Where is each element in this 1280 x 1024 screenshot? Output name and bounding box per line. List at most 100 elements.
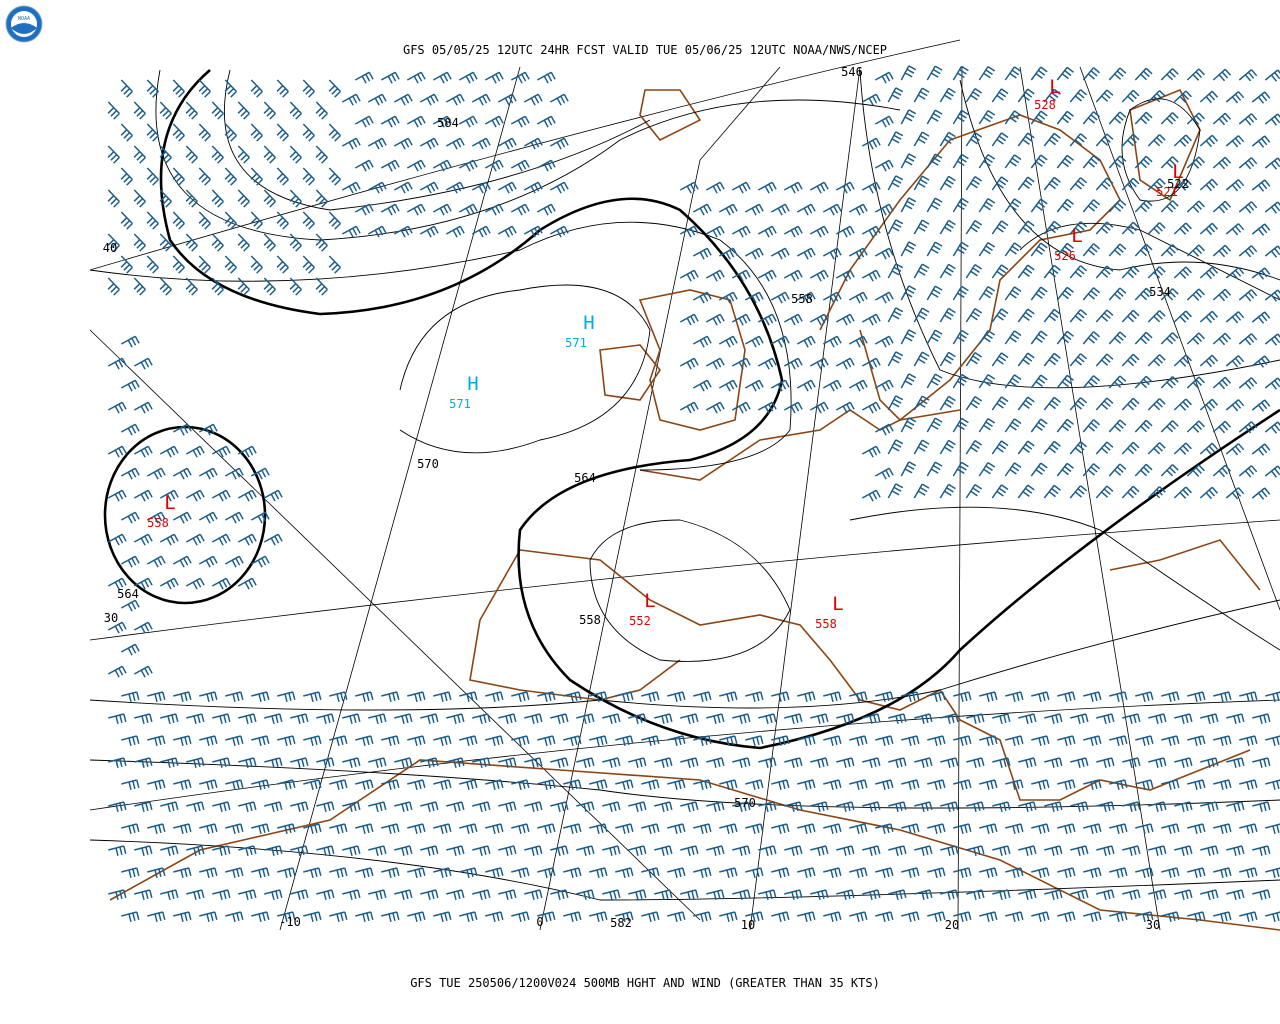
wind-barb: [783, 401, 803, 414]
wind-barb: [1004, 286, 1022, 301]
wind-barb: [1134, 243, 1153, 257]
wind-barb: [1251, 267, 1271, 280]
wind-barb: [1043, 132, 1061, 147]
wind-barb: [693, 779, 712, 790]
wind-barb: [913, 395, 930, 411]
wind-barb: [1264, 113, 1280, 126]
wind-barb: [212, 889, 231, 900]
wind-barb: [887, 439, 904, 455]
wind-barb: [888, 801, 907, 812]
wind-barb: [615, 911, 634, 922]
wind-barb: [1199, 266, 1219, 280]
wind-barb: [1095, 441, 1114, 455]
wind-barb: [992, 713, 1011, 724]
wind-barb: [823, 779, 842, 790]
wind-barb: [1056, 242, 1074, 257]
wind-barb: [822, 247, 842, 260]
wind-barb: [926, 65, 943, 81]
wind-barb: [120, 599, 140, 612]
wind-barb: [1199, 486, 1219, 500]
wind-barb: [1095, 133, 1114, 147]
meridian: [1019, 66, 1161, 931]
wind-barb: [979, 735, 998, 746]
wind-barb: [1147, 354, 1166, 367]
wind-barb: [952, 285, 969, 301]
wind-barb: [341, 137, 361, 150]
wind-barb: [615, 779, 634, 790]
wind-barb: [1199, 178, 1219, 192]
wind-barb: [992, 757, 1011, 768]
wind-barb: [1160, 376, 1179, 389]
wind-barb: [952, 417, 969, 433]
wind-barb: [446, 757, 465, 768]
wind-barb: [146, 555, 166, 568]
wind-barb: [159, 277, 172, 296]
wind-barb: [991, 264, 1009, 279]
wind-barb: [900, 461, 917, 477]
wind-barb: [1018, 889, 1037, 900]
wind-barb: [185, 101, 198, 120]
wind-barb: [459, 691, 478, 702]
wind-barb: [1186, 288, 1205, 301]
wind-barb: [160, 713, 179, 724]
coast-south-europe: [519, 549, 1251, 801]
map-caption: GFS TUE 250506/1200V024 500MB HGHT AND W…: [410, 976, 880, 990]
wind-barb: [432, 115, 452, 128]
wind-barb: [1005, 691, 1024, 702]
wind-barb: [680, 801, 699, 812]
wind-barb: [953, 823, 972, 834]
wind-barb: [1200, 757, 1219, 768]
wind-barb: [900, 197, 917, 213]
wind-barb: [849, 779, 868, 790]
wind-barb: [1161, 911, 1180, 922]
graticule-label: 40: [103, 241, 117, 255]
wind-barb: [511, 779, 530, 790]
wind-barb: [757, 225, 777, 238]
wind-barb: [1239, 823, 1258, 834]
wind-barb: [212, 845, 231, 856]
wind-barb: [250, 79, 263, 98]
wind-barb: [211, 445, 231, 458]
wind-barb: [536, 71, 556, 84]
wind-barb: [120, 423, 140, 436]
wind-barb: [433, 691, 452, 702]
contour-label: 558: [579, 613, 601, 627]
wind-barb: [1134, 155, 1153, 169]
wind-barb: [965, 307, 983, 323]
wind-barb: [289, 277, 302, 296]
wind-barb: [276, 211, 289, 230]
wind-barb: [186, 713, 205, 724]
wind-barb: [121, 735, 140, 746]
wind-barb: [861, 401, 881, 414]
wind-barb: [446, 889, 465, 900]
wind-barb: [224, 123, 237, 142]
wind-barb: [719, 867, 738, 878]
wind-barb: [939, 439, 956, 455]
wind-barb: [381, 735, 400, 746]
wind-barb: [914, 713, 933, 724]
wind-barb: [1226, 801, 1245, 812]
wind-barb: [939, 483, 956, 499]
wind-barb: [1225, 443, 1245, 456]
wind-barb: [523, 93, 543, 106]
wind-barb: [264, 713, 283, 724]
wind-barb: [420, 845, 439, 856]
wind-barb: [1160, 156, 1179, 169]
wind-barb: [147, 691, 166, 702]
contour-label: 558: [791, 292, 813, 306]
wind-barb: [1148, 713, 1167, 724]
wind-barb: [797, 911, 816, 922]
wind-barb: [1147, 178, 1166, 191]
wind-barb: [1134, 67, 1153, 81]
wind-barb: [1121, 485, 1140, 499]
wind-barb: [433, 867, 452, 878]
wind-barb: [927, 779, 946, 790]
wind-barb: [290, 801, 309, 812]
wind-barb: [173, 779, 192, 790]
wind-barb: [719, 735, 738, 746]
center-value: 521: [1156, 185, 1178, 199]
wind-barb: [706, 757, 725, 768]
wind-barb: [432, 71, 452, 84]
wind-barb: [1004, 198, 1022, 213]
wind-barb: [315, 277, 328, 296]
